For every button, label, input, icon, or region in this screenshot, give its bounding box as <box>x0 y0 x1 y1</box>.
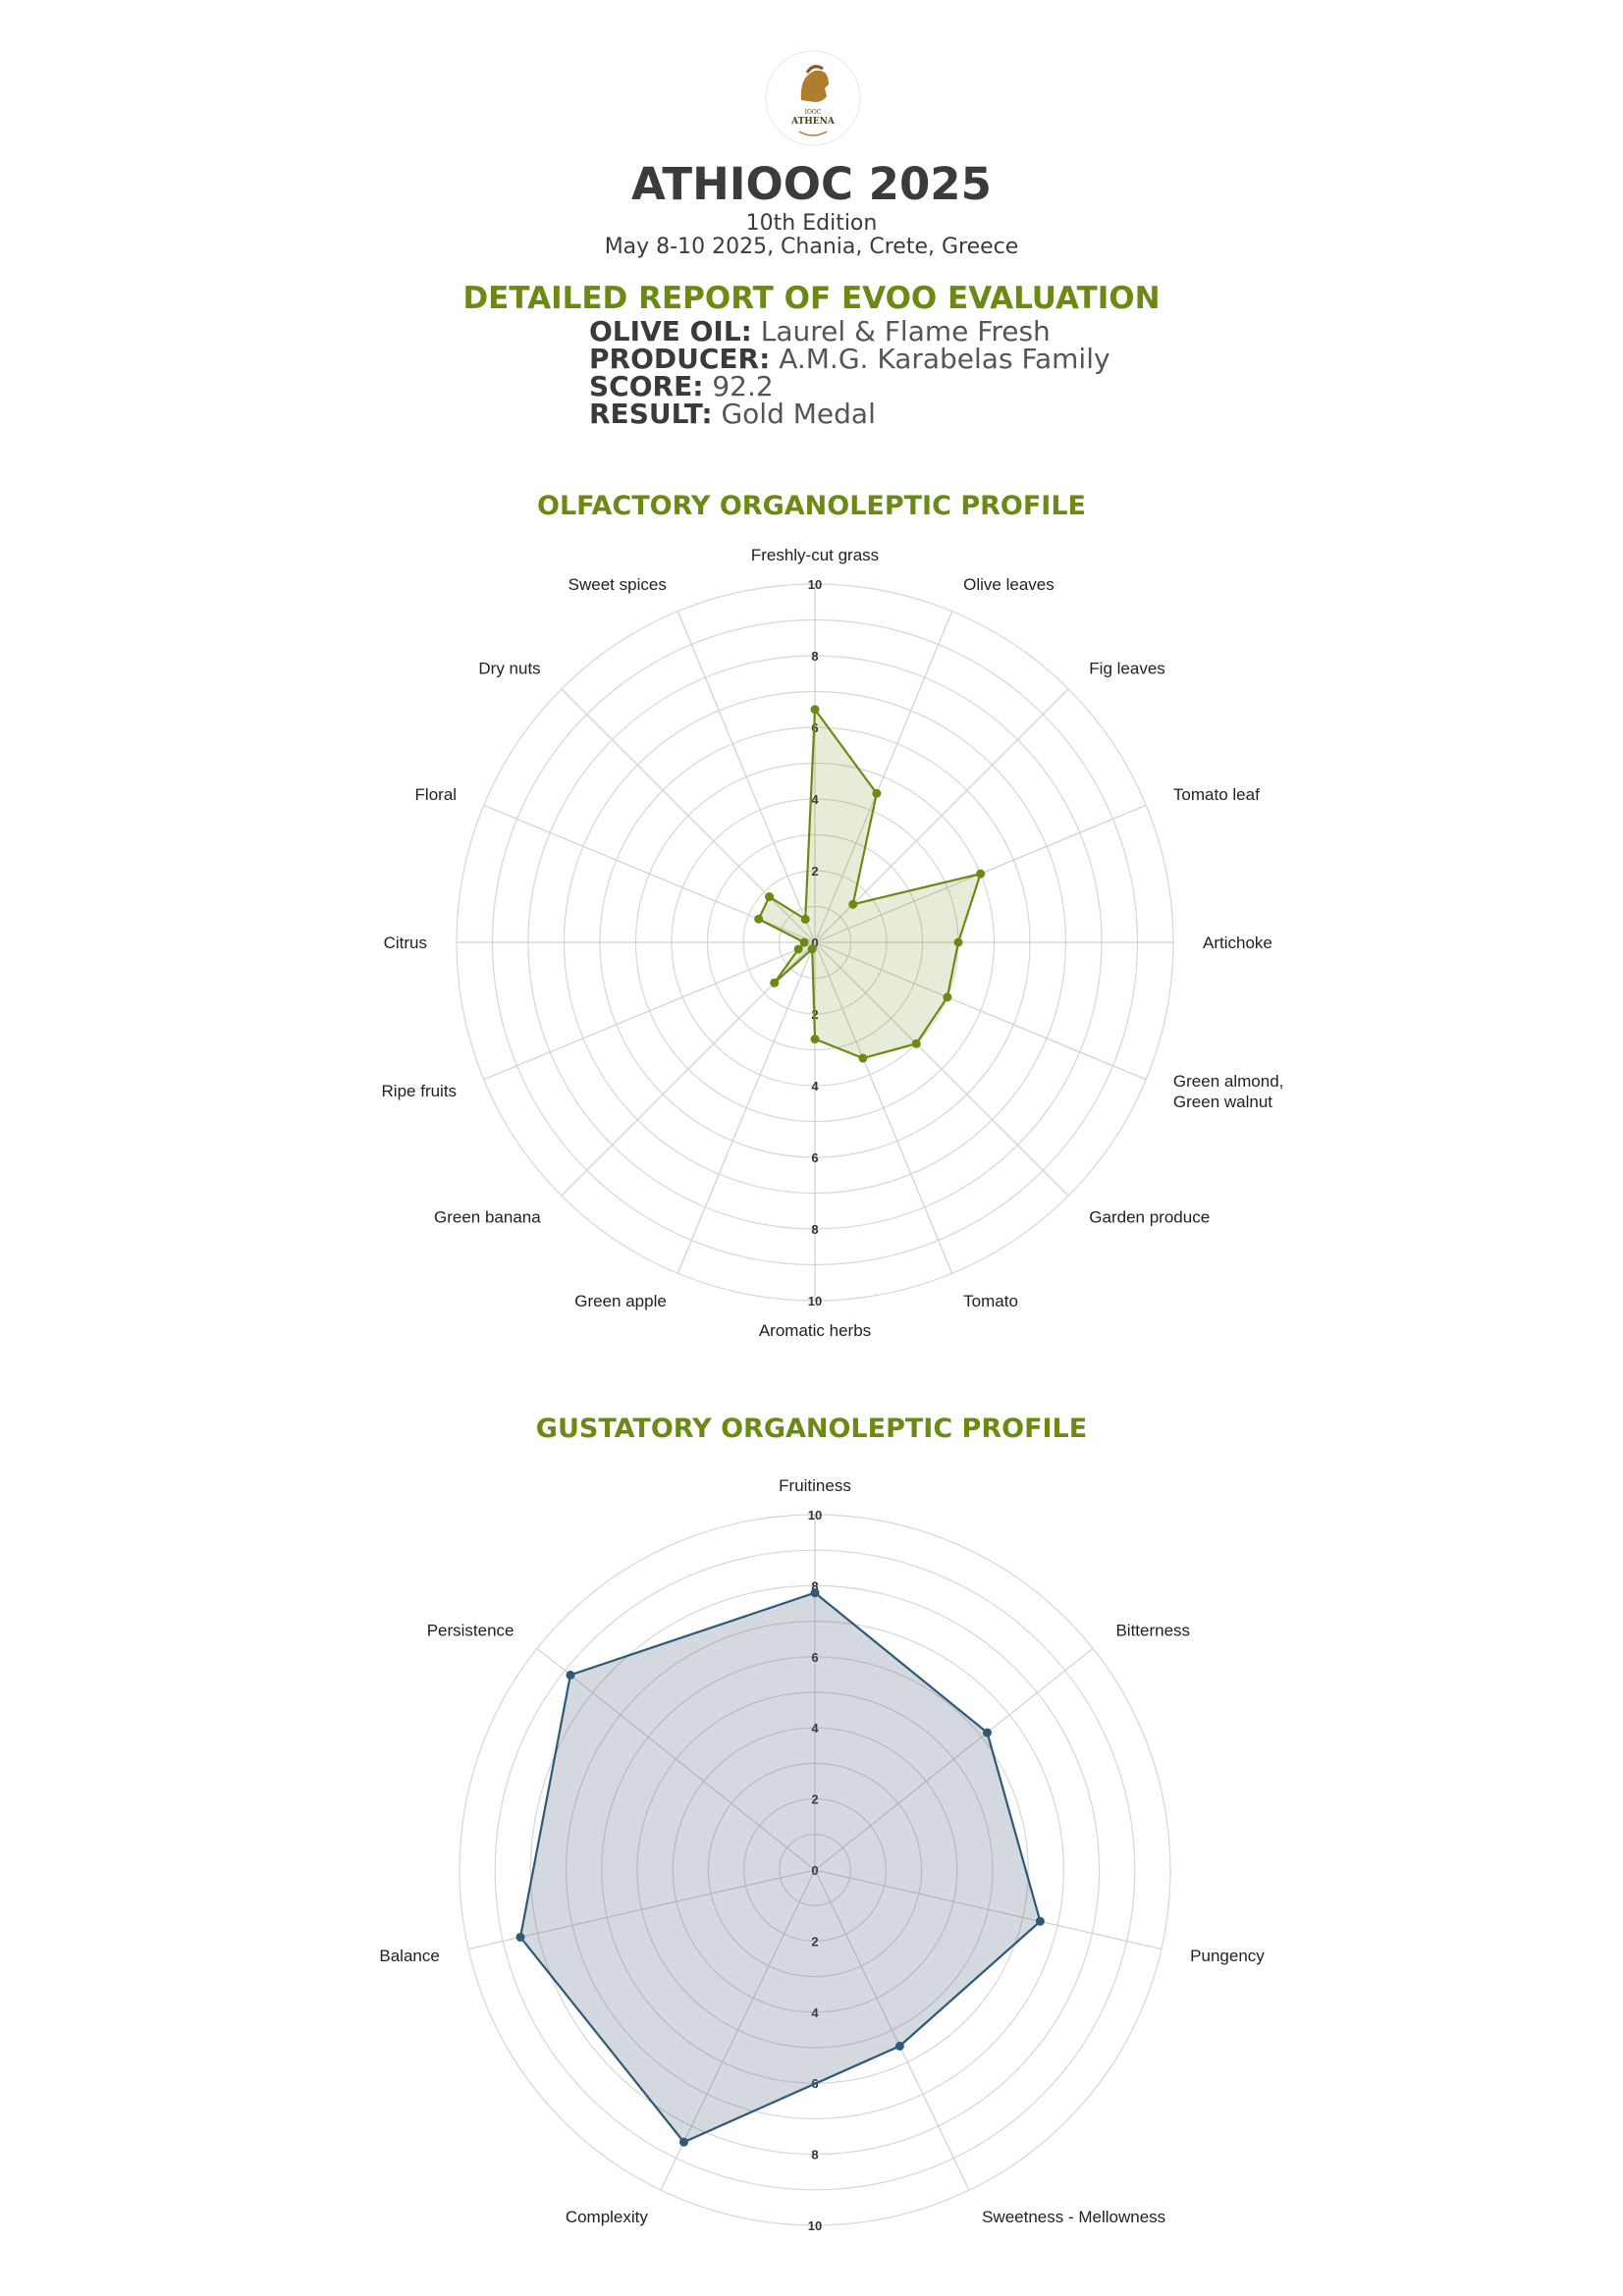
axis-label: Floral <box>415 785 458 804</box>
scale-tick-label: 10 <box>808 1508 822 1522</box>
grid-spoke <box>814 941 953 1274</box>
grid-spoke <box>814 1647 1094 1871</box>
scale-tick-label: 4 <box>811 1721 819 1735</box>
axis-label: Green apple <box>574 1292 667 1310</box>
scale-tick-label: 0 <box>811 1863 818 1878</box>
axis-label: Freshly-cut grass <box>751 546 879 564</box>
scale-tick-label: 2 <box>811 1934 818 1949</box>
data-point <box>810 1035 820 1044</box>
data-point <box>800 914 810 924</box>
axis-label: Artichoke <box>1203 934 1272 952</box>
data-point <box>953 937 963 947</box>
axis-label: Aromatic herbs <box>759 1321 871 1340</box>
scale-tick-label: 6 <box>811 1150 818 1165</box>
olfactory-chart-title: OLFACTORY ORGANOLEPTIC PROFILE <box>537 491 1086 521</box>
data-point <box>894 2041 904 2051</box>
report-details: OLIVE OIL: Laurel & Flame Fresh PRODUCER… <box>589 318 1110 428</box>
scale-tick-label: 2 <box>811 864 818 879</box>
axis-label: Fruitiness <box>779 1476 851 1495</box>
axis-label: Olive leaves <box>963 575 1055 594</box>
scale-tick-label: 6 <box>811 1650 818 1665</box>
grid-spoke <box>467 1869 816 1950</box>
scale-tick-label: 4 <box>811 1079 819 1094</box>
scale-tick-label: 8 <box>811 1222 818 1237</box>
scale-tick-label: 0 <box>811 935 818 950</box>
detail-olive-oil: OLIVE OIL: Laurel & Flame Fresh <box>589 315 1051 347</box>
axis-label: Green almond, Green walnut <box>1173 1072 1283 1111</box>
data-polygon <box>518 1591 1042 2144</box>
header: ATHIOOC 2025 10th Edition May 8-10 2025,… <box>0 157 1623 259</box>
axis-label: Green banana <box>434 1207 541 1226</box>
grid-spoke <box>814 1869 970 2191</box>
data-point <box>858 1053 868 1063</box>
data-point <box>943 992 952 1002</box>
data-point <box>515 1932 525 1942</box>
axis-label: Persistence <box>427 1622 514 1640</box>
report-title: DETAILED REPORT OF EVOO EVALUATION <box>462 281 1161 316</box>
event-title: ATHIOOC 2025 <box>631 158 992 210</box>
data-point <box>872 788 882 798</box>
axis-label: Ripe fruits <box>382 1082 458 1100</box>
edition: 10th Edition <box>745 211 878 236</box>
grid-spoke <box>536 1647 816 1871</box>
grid-spoke <box>676 611 816 943</box>
scale-tick-label: 10 <box>808 577 822 592</box>
grid-spoke <box>561 688 816 943</box>
data-polygon <box>757 706 983 1060</box>
data-point <box>848 899 858 909</box>
grid-spoke <box>814 941 1069 1197</box>
data-point <box>982 1728 992 1737</box>
athena-logo: IOOC ATHENA <box>765 50 861 146</box>
data-point <box>754 914 764 924</box>
grid-spoke <box>814 1869 1163 1950</box>
data-point <box>566 1670 575 1680</box>
grid-spoke <box>814 688 1069 943</box>
scale-tick-label: 8 <box>811 1578 818 1593</box>
gustatory-radar-chart: 0224466881010FruitinessBitternessPungenc… <box>379 1476 1265 2233</box>
gustatory-chart-title: GUSTATORY ORGANOLEPTIC PROFILE <box>535 1414 1088 1444</box>
data-point <box>678 2137 688 2147</box>
axis-label: Fig leaves <box>1089 660 1164 678</box>
axis-label: Sweet spices <box>568 575 667 594</box>
data-point <box>810 705 820 715</box>
data-point <box>799 937 809 947</box>
grid-spoke <box>660 1869 816 2191</box>
axis-label: Tomato <box>963 1292 1018 1310</box>
axis-label: Garden produce <box>1089 1207 1210 1226</box>
axis-label: Complexity <box>566 2208 649 2226</box>
scale-tick-label: 10 <box>808 1294 822 1308</box>
scale-tick-label: 4 <box>811 2005 819 2020</box>
data-point <box>1035 1916 1045 1926</box>
axis-label: Bitterness <box>1115 1622 1190 1640</box>
axis-label: Pungency <box>1190 1947 1265 1965</box>
axis-label: Balance <box>379 1947 439 1965</box>
detail-producer: PRODUCER: A.M.G. Karabelas Family <box>589 343 1110 375</box>
data-point <box>976 869 986 879</box>
axis-label: Sweetness - Mellowness <box>982 2208 1165 2226</box>
data-point <box>807 944 817 954</box>
scale-tick-label: 2 <box>811 1792 818 1807</box>
event-dates: May 8-10 2025, Chania, Crete, Greece <box>604 235 1019 259</box>
data-point <box>810 1588 820 1598</box>
scale-tick-label: 4 <box>811 792 819 807</box>
grid-spoke <box>483 941 816 1081</box>
axis-label: Tomato leaf <box>1173 785 1260 804</box>
grid-spoke <box>814 941 1147 1081</box>
logo-line1: IOOC <box>805 109 822 116</box>
grid-spoke <box>814 611 953 943</box>
axis-label: Citrus <box>384 934 427 952</box>
axis-label: Dry nuts <box>478 660 540 678</box>
scale-tick-label: 8 <box>811 2148 818 2163</box>
scale-tick-label: 8 <box>811 649 818 664</box>
grid-spoke <box>676 941 816 1274</box>
data-point <box>770 978 780 988</box>
data-point <box>765 892 775 902</box>
detail-result: RESULT: Gold Medal <box>589 398 876 430</box>
detail-score: SCORE: 92.2 <box>589 370 774 402</box>
data-point <box>793 944 803 954</box>
data-point <box>911 1039 921 1048</box>
scale-tick-label: 10 <box>808 2218 822 2233</box>
logo-line2: ATHENA <box>790 117 836 127</box>
